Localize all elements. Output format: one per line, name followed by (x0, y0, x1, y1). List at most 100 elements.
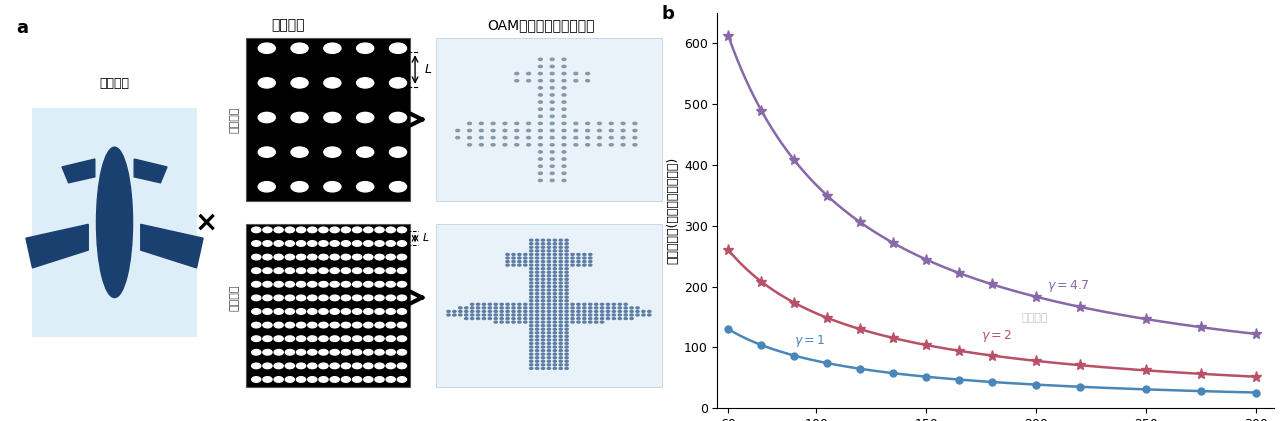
Circle shape (618, 314, 621, 316)
Circle shape (517, 314, 521, 316)
Circle shape (330, 322, 339, 328)
Circle shape (352, 282, 362, 287)
Circle shape (285, 254, 294, 260)
Circle shape (553, 364, 557, 366)
Circle shape (541, 243, 545, 245)
Circle shape (559, 278, 562, 280)
Circle shape (476, 307, 480, 309)
Circle shape (530, 285, 532, 288)
Circle shape (492, 136, 495, 139)
Circle shape (503, 122, 507, 125)
Circle shape (375, 268, 384, 274)
Circle shape (541, 336, 545, 337)
Circle shape (548, 271, 550, 273)
Circle shape (553, 325, 557, 327)
Circle shape (607, 307, 609, 309)
Circle shape (553, 328, 557, 330)
Circle shape (262, 309, 273, 314)
Circle shape (559, 342, 562, 344)
Circle shape (539, 87, 543, 89)
Circle shape (330, 349, 339, 355)
Circle shape (553, 289, 557, 291)
Circle shape (252, 349, 261, 355)
Circle shape (262, 227, 273, 233)
Circle shape (389, 181, 407, 192)
Circle shape (515, 144, 518, 146)
Circle shape (632, 136, 637, 139)
Circle shape (262, 254, 273, 260)
Circle shape (586, 122, 590, 125)
Circle shape (483, 303, 485, 305)
Circle shape (564, 336, 568, 337)
Circle shape (307, 282, 317, 287)
Circle shape (535, 264, 539, 266)
Circle shape (564, 364, 568, 366)
Circle shape (530, 257, 532, 259)
Circle shape (571, 310, 575, 312)
Circle shape (559, 357, 562, 359)
Circle shape (553, 246, 557, 248)
Circle shape (550, 165, 554, 168)
Circle shape (589, 314, 591, 316)
Circle shape (530, 353, 532, 355)
Circle shape (621, 129, 625, 132)
Circle shape (297, 349, 306, 355)
Circle shape (564, 239, 568, 241)
Circle shape (291, 43, 308, 53)
Circle shape (291, 181, 308, 192)
Circle shape (594, 321, 598, 323)
Circle shape (612, 303, 616, 305)
Circle shape (465, 314, 468, 316)
Circle shape (594, 310, 598, 312)
Circle shape (577, 257, 580, 259)
Circle shape (375, 377, 384, 382)
Text: 光行天下: 光行天下 (1021, 313, 1048, 323)
Circle shape (559, 285, 562, 288)
Circle shape (447, 310, 451, 312)
Circle shape (541, 275, 545, 277)
Circle shape (524, 321, 527, 323)
Circle shape (515, 80, 518, 82)
Text: $\gamma=1$: $\gamma=1$ (795, 333, 826, 349)
Circle shape (612, 310, 616, 312)
Circle shape (541, 239, 545, 241)
Circle shape (330, 268, 339, 274)
Circle shape (550, 108, 554, 110)
Circle shape (530, 303, 532, 305)
Circle shape (548, 364, 550, 366)
Circle shape (535, 275, 539, 277)
Circle shape (342, 377, 351, 382)
Circle shape (530, 282, 532, 284)
Circle shape (375, 322, 384, 328)
Circle shape (564, 296, 568, 298)
Circle shape (274, 322, 283, 328)
Circle shape (319, 295, 328, 301)
Circle shape (492, 129, 495, 132)
Ellipse shape (96, 147, 133, 298)
Circle shape (548, 282, 550, 284)
Circle shape (330, 295, 339, 301)
Circle shape (553, 310, 557, 312)
Circle shape (342, 363, 351, 369)
Circle shape (357, 147, 374, 157)
Circle shape (357, 78, 374, 88)
Text: 密集采样: 密集采样 (229, 284, 239, 311)
Circle shape (553, 264, 557, 266)
Circle shape (524, 307, 527, 309)
Circle shape (252, 282, 261, 287)
Circle shape (589, 253, 591, 256)
Circle shape (285, 282, 294, 287)
Circle shape (307, 363, 317, 369)
Circle shape (307, 227, 317, 233)
Circle shape (607, 317, 609, 320)
Circle shape (364, 241, 372, 246)
Circle shape (397, 309, 407, 314)
Circle shape (559, 368, 562, 369)
Circle shape (458, 314, 462, 316)
Circle shape (553, 282, 557, 284)
Circle shape (297, 227, 306, 233)
Circle shape (494, 321, 498, 323)
Circle shape (467, 136, 471, 139)
Circle shape (564, 268, 568, 270)
Circle shape (553, 368, 557, 369)
